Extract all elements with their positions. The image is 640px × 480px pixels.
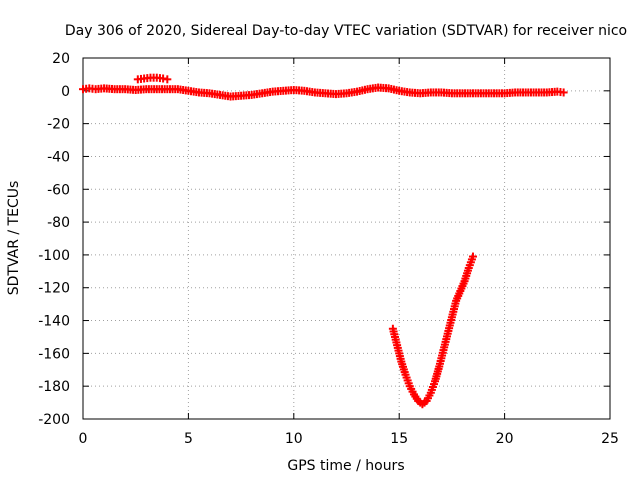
y-tick-label: -200: [38, 412, 70, 428]
y-tick-label: -100: [38, 248, 70, 264]
axis-ticks: 20 0 -20 -40 -60 -80 -100 -120 -140 -160 -180 -200 0…: [38, 51, 619, 447]
y-tick-label: -40: [47, 149, 70, 165]
data-series: [79, 73, 568, 409]
x-tick-label: 15: [390, 431, 408, 447]
series-group: [133, 73, 172, 84]
series-group: [79, 83, 568, 101]
y-tick-label: -140: [38, 314, 70, 330]
y-tick-label: -180: [38, 379, 70, 395]
series-group: [388, 252, 477, 409]
x-tick-label: 10: [285, 431, 303, 447]
y-tick-label: 0: [61, 84, 70, 100]
y-axis-label: SDTVAR / TECUs: [6, 181, 22, 296]
grid-lines: [83, 58, 610, 419]
y-tick-label: -120: [38, 281, 70, 297]
chart-title: Day 306 of 2020, Sidereal Day-to-day VTE…: [65, 23, 627, 39]
y-tick-label: -60: [47, 182, 70, 198]
y-tick-label: -80: [47, 215, 70, 231]
y-tick-label: 20: [52, 51, 70, 67]
x-tick-label: 5: [184, 431, 193, 447]
plot-frame: [82, 57, 611, 420]
y-tick-label: -160: [38, 346, 70, 362]
x-tick-label: 20: [496, 431, 514, 447]
x-tick-label: 0: [79, 431, 88, 447]
y-tick-label: -20: [47, 117, 70, 133]
x-axis-label: GPS time / hours: [287, 458, 404, 474]
x-tick-label: 25: [601, 431, 619, 447]
